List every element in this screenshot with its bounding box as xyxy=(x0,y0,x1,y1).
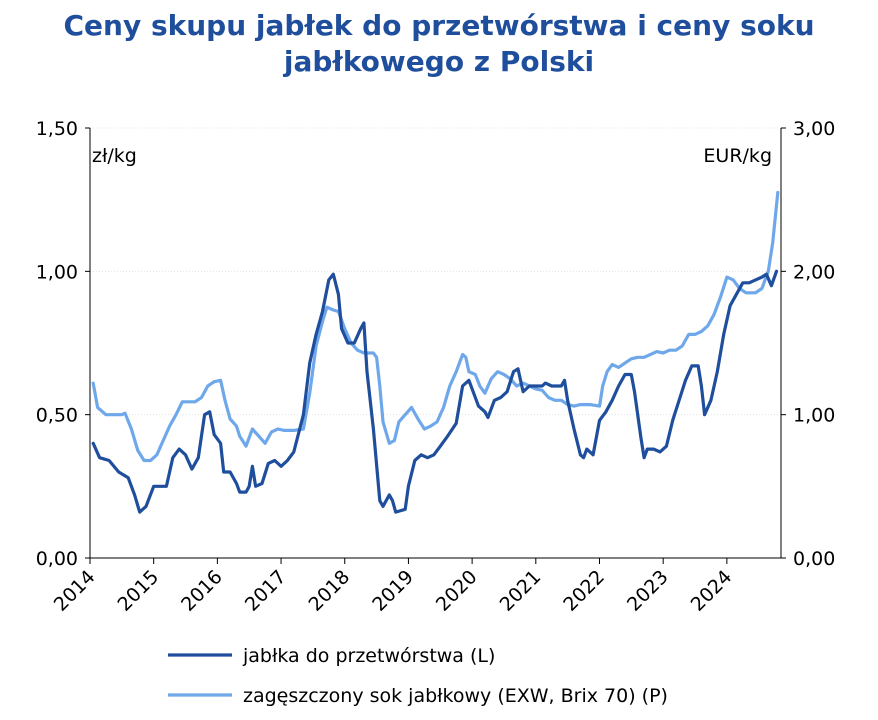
x-tick-label: 2016 xyxy=(177,566,227,616)
legend-label: jabłka do przetwórstwa (L) xyxy=(242,645,495,667)
right-tick-label: 2,00 xyxy=(793,261,835,283)
grid-lines xyxy=(90,127,781,416)
x-tick-label: 2019 xyxy=(368,566,418,616)
x-tick-label: 2023 xyxy=(623,566,673,616)
x-tick-label: 2020 xyxy=(432,566,482,616)
chart-title-line1: Ceny skupu jabłek do przetwórstwa i ceny… xyxy=(63,9,815,42)
legend-label: zagęszczony sok jabłkowy (EXW, Brix 70) … xyxy=(243,685,668,707)
chart-title: Ceny skupu jabłek do przetwórstwa i ceny… xyxy=(0,8,878,80)
legend: jabłka do przetwórstwa (L) zagęszczony so… xyxy=(168,645,668,707)
right-tick-label: 0,00 xyxy=(793,548,835,570)
left-unit-label: zł/kg xyxy=(92,145,137,167)
x-tick-label: 2017 xyxy=(241,566,291,616)
right-tick-label: 3,00 xyxy=(793,118,835,140)
axes xyxy=(85,127,786,564)
series-line-sok xyxy=(91,190,780,463)
left-tick-label: 0,00 xyxy=(36,548,78,570)
tick-labels: 0,00 0,50 1,00 1,50 0,00 1,00 2,00 3,00 2014 2015… xyxy=(36,118,836,616)
x-tick-label: 2024 xyxy=(687,566,737,616)
series-lines xyxy=(91,190,780,514)
chart-title-line2: jabłkowego z Polski xyxy=(283,45,595,78)
right-unit-label: EUR/kg xyxy=(703,145,772,167)
x-tick-label: 2022 xyxy=(559,566,609,616)
x-tick-label: 2015 xyxy=(113,566,163,616)
x-tick-label: 2021 xyxy=(496,566,546,616)
series-line-jablka xyxy=(91,269,779,514)
left-tick-label: 1,50 xyxy=(36,118,78,140)
x-tick-label: 2018 xyxy=(305,566,355,616)
x-tick-label: 2014 xyxy=(50,566,100,616)
right-tick-label: 1,00 xyxy=(793,405,835,427)
left-tick-label: 0,50 xyxy=(36,405,78,427)
left-tick-label: 1,00 xyxy=(36,261,78,283)
